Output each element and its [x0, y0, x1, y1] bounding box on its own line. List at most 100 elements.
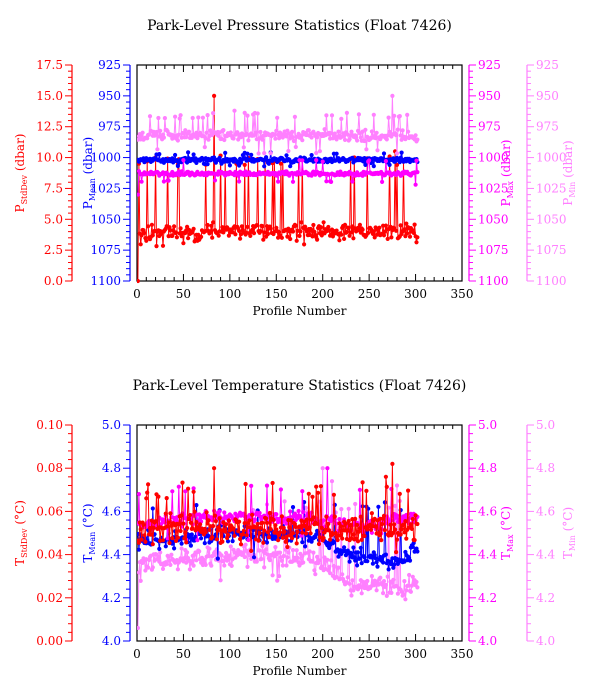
data-point: [294, 541, 299, 546]
data-point: [317, 535, 322, 540]
data-point: [310, 559, 315, 564]
data-point: [142, 230, 147, 236]
data-point: [358, 514, 363, 519]
data-point: [288, 164, 293, 169]
data-point: [257, 530, 262, 536]
data-point: [185, 224, 190, 229]
data-point: [295, 555, 300, 561]
data-point: [209, 223, 214, 228]
data-point: [279, 558, 284, 563]
y-axis-mean: 1100 1075 1050 1025 1000 975 950 925 PMean (dbar…: [81, 58, 131, 288]
data-point: [255, 521, 260, 526]
data-point: [317, 149, 322, 154]
data-point: [267, 558, 272, 563]
data-point: [230, 539, 235, 544]
data-point: [282, 499, 287, 504]
data-point: [258, 525, 263, 531]
y-tick-label: 4.8: [536, 461, 555, 475]
data-point: [270, 573, 275, 578]
data-point: [349, 230, 354, 235]
data-point: [290, 548, 296, 553]
data-point: [332, 131, 337, 136]
data-point: [258, 229, 263, 234]
y-axis-min: 1100 1075 1050 1025 1000 975 950 925 PMin (dbar): [526, 58, 577, 288]
data-point: [137, 492, 141, 497]
data-point: [163, 511, 168, 516]
data-point: [174, 235, 179, 240]
data-point: [311, 550, 316, 555]
data-point: [364, 147, 369, 152]
data-point: [145, 490, 150, 495]
y-tick-label: 950: [98, 89, 121, 103]
data-point: [336, 554, 341, 559]
data-point: [324, 514, 329, 519]
data-point: [215, 528, 220, 533]
data-point: [238, 536, 243, 542]
data-point: [262, 230, 267, 235]
data-point: [321, 536, 326, 541]
data-point: [331, 539, 336, 545]
data-point: [274, 128, 279, 133]
data-point: [368, 527, 374, 532]
data-point: [295, 529, 300, 535]
data-point: [186, 227, 192, 232]
y-tick-label: 1050: [478, 212, 509, 226]
data-point: [137, 192, 140, 197]
data-point: [404, 536, 409, 541]
y-axis-max: 4.0 4.2 4.4 4.6 4.8 5.0 TMax (°C): [468, 418, 515, 648]
data-point: [273, 523, 278, 528]
data-point: [391, 577, 396, 582]
data-point: [287, 525, 292, 530]
data-point: [225, 532, 231, 538]
data-point: [195, 538, 200, 543]
data-point: [245, 224, 250, 229]
data-point: [216, 133, 221, 138]
data-point: [143, 568, 148, 573]
y-tick-label: 1100: [90, 274, 121, 288]
data-point: [262, 565, 267, 570]
y-tick-label: 975: [536, 120, 559, 134]
data-point: [364, 488, 369, 493]
data-point: [278, 161, 283, 166]
data-point: [340, 536, 345, 541]
data-point: [241, 528, 246, 533]
x-tick-label: 0: [133, 287, 141, 301]
data-point: [351, 588, 356, 593]
data-point: [256, 151, 261, 156]
data-point: [252, 517, 257, 522]
data-point: [278, 487, 283, 492]
data-point: [347, 559, 352, 564]
data-point: [242, 554, 247, 560]
data-point: [363, 162, 368, 167]
data-point: [189, 135, 194, 140]
data-point: [394, 483, 400, 488]
data-point: [137, 625, 140, 631]
data-point: [365, 527, 370, 532]
data-point: [306, 491, 311, 496]
y-tick-label: 4.2: [102, 591, 121, 605]
data-point: [344, 110, 349, 115]
data-point: [311, 515, 316, 520]
data-point: [328, 571, 333, 576]
data-point: [217, 155, 222, 160]
data-point: [298, 515, 303, 520]
data-point: [149, 222, 154, 227]
data-point: [282, 529, 287, 534]
data-point: [415, 521, 420, 527]
data-point: [291, 138, 296, 144]
data-point: [392, 522, 397, 527]
data-point: [342, 133, 347, 138]
data-point: [386, 567, 391, 572]
data-point: [288, 509, 293, 514]
data-point: [300, 530, 305, 535]
data-point: [390, 93, 395, 98]
data-point: [372, 235, 377, 240]
data-point: [238, 542, 244, 547]
data-point: [183, 489, 188, 494]
data-point: [407, 572, 412, 578]
data-point: [164, 496, 169, 501]
data-point: [381, 591, 386, 596]
data-point: [245, 564, 250, 570]
y-axis-stddev: 0.0 2.5 5.0 7.5 10.0 12.5 15.0 17.5 PStdDev (dba…: [13, 58, 73, 288]
data-point: [145, 136, 150, 141]
